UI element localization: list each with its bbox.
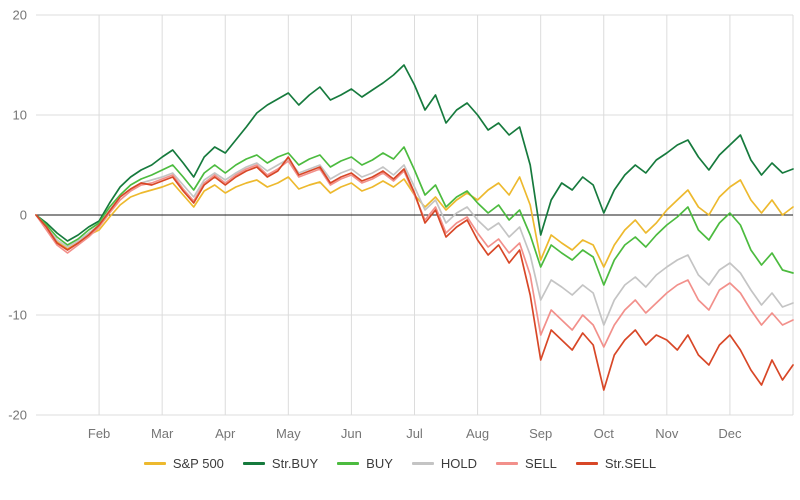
legend-label-s-p-500: S&P 500	[172, 456, 224, 471]
x-tick-label-nov: Nov	[655, 426, 679, 441]
y-tick-label: 10	[13, 108, 27, 123]
y-tick-label: -10	[8, 308, 27, 323]
chart-plot-area: -20 -10 0 10 20 Feb Mar Apr May Jun Jul Aug Sep Oct No…	[8, 8, 794, 441]
legend-item-sell: SELL	[496, 456, 557, 471]
legend-item-str-buy: Str.BUY	[242, 456, 319, 471]
legend-swatch-str-sell	[575, 462, 598, 465]
legend-swatch-buy	[337, 462, 360, 465]
x-tick-label-aug: Aug	[466, 426, 489, 441]
x-tick-label-apr: Apr	[215, 426, 236, 441]
series-line-hold	[35, 158, 794, 326]
x-tick-label-jul: Jul	[406, 426, 423, 441]
x-tick-label-oct: Oct	[594, 426, 615, 441]
x-tick-label-dec: Dec	[718, 426, 742, 441]
legend-label-str-buy: Str.BUY	[271, 456, 319, 471]
legend-label-buy: BUY	[366, 456, 393, 471]
legend-swatch-sell	[496, 462, 519, 465]
x-tick-label-sep: Sep	[529, 426, 552, 441]
legend-item-str-sell: Str.SELL	[575, 456, 657, 471]
legend-item-hold: HOLD	[411, 456, 478, 471]
y-tick-label: 20	[13, 8, 27, 23]
series-line-str-buy	[35, 64, 794, 242]
y-tick-label: 0	[20, 208, 27, 223]
series-line-buy	[35, 146, 794, 286]
legend-item-s-p-500: S&P 500	[143, 456, 224, 471]
y-tick-label: -20	[8, 408, 27, 423]
legend-swatch-hold	[411, 462, 434, 465]
series-line-str-sell	[35, 156, 794, 391]
chart-legend: S&P 500 Str.BUY BUY HOLD SELL Str.SELL	[0, 448, 800, 500]
x-tick-label-mar: Mar	[151, 426, 174, 441]
legend-label-hold: HOLD	[440, 456, 478, 471]
x-tick-label-jun: Jun	[341, 426, 362, 441]
legend-swatch-s-p-500	[143, 462, 166, 465]
legend-item-buy: BUY	[337, 456, 393, 471]
x-tick-label-may: May	[276, 426, 301, 441]
legend-swatch-str-buy	[242, 462, 265, 465]
x-tick-label-feb: Feb	[88, 426, 110, 441]
legend-label-str-sell: Str.SELL	[604, 456, 657, 471]
legend-label-sell: SELL	[525, 456, 557, 471]
